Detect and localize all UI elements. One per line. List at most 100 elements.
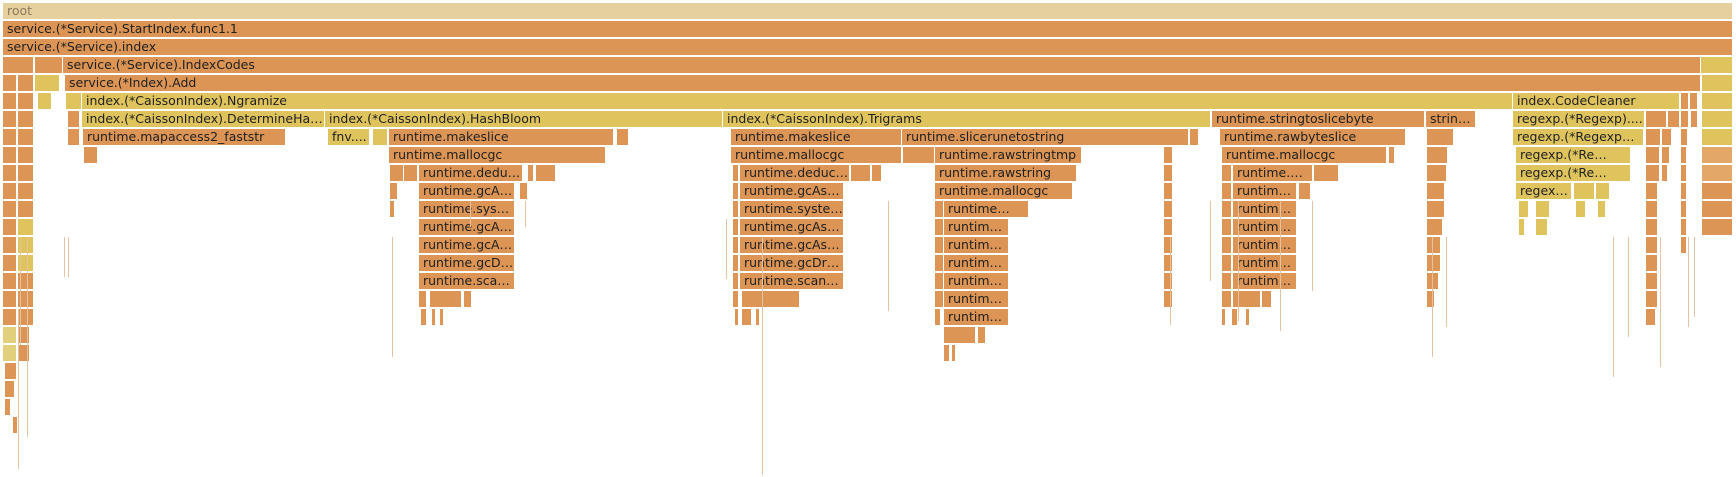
frame-mallocgc-a[interactable]: runtime.mallocgc xyxy=(389,147,606,164)
frame-unlabeled[interactable] xyxy=(1646,111,1667,128)
frame-unlabeled[interactable] xyxy=(528,165,534,182)
frame-unlabeled[interactable] xyxy=(18,255,34,272)
frame-unlabeled[interactable] xyxy=(5,399,11,416)
frame-unlabeled[interactable] xyxy=(1702,93,1733,110)
frame-mapaccess2[interactable]: runtime.mapaccess2_faststr xyxy=(83,129,286,146)
frame-unlabeled[interactable] xyxy=(1519,201,1529,218)
frame-unlabeled[interactable] xyxy=(1646,147,1660,164)
frame-unlabeled[interactable] xyxy=(1690,93,1698,110)
frame-unlabeled[interactable] xyxy=(68,129,80,146)
frame-unlabeled[interactable] xyxy=(3,183,17,200)
frame-unlabeled[interactable] xyxy=(1164,237,1173,254)
frame-ngramize[interactable]: index.(*CaissonIndex).Ngramize xyxy=(82,93,1513,110)
frame-unlabeled[interactable] xyxy=(1646,129,1661,146)
frame-unlabeled[interactable] xyxy=(421,309,427,326)
frame-unlabeled[interactable] xyxy=(3,237,17,254)
frame-regexp-1[interactable]: regexp.(*Regexp).... xyxy=(1513,111,1645,128)
frame-unlabeled[interactable] xyxy=(18,309,34,326)
frame-unlabeled[interactable] xyxy=(1702,201,1733,218)
frame-makeslice-b[interactable]: runtime.makeslice xyxy=(731,129,902,146)
frame-unlabeled[interactable] xyxy=(851,165,871,182)
frame-unlabeled[interactable] xyxy=(1233,291,1261,308)
frame-unlabeled[interactable] xyxy=(1427,219,1443,236)
frame-unlabeled[interactable] xyxy=(3,93,17,110)
frame-unlabeled[interactable] xyxy=(1646,273,1658,290)
frame-deduc-b[interactable]: runtime.deduc… xyxy=(740,165,850,182)
frame-unlabeled[interactable] xyxy=(1691,111,1698,128)
frame-unlabeled[interactable] xyxy=(1646,165,1660,182)
frame-gcd-a[interactable]: runtime.gcD… xyxy=(419,255,515,272)
frame-unlabeled[interactable] xyxy=(733,183,739,200)
frame-unlabeled[interactable] xyxy=(935,255,944,272)
frame-unlabeled[interactable] xyxy=(1427,147,1448,164)
frame-unlabeled[interactable] xyxy=(935,273,944,290)
frame-unlabeled[interactable] xyxy=(3,291,17,308)
frame-unlabeled[interactable] xyxy=(66,93,82,110)
frame-unlabeled[interactable] xyxy=(3,75,17,92)
frame-unlabeled[interactable] xyxy=(18,201,34,218)
frame-unlabeled[interactable] xyxy=(18,129,34,146)
frame-runtime-d4[interactable]: runtime… xyxy=(944,255,1009,272)
frame-hash-bloom[interactable]: index.(*CaissonIndex).HashBloom xyxy=(325,111,723,128)
frame-unlabeled[interactable] xyxy=(1164,255,1173,272)
frame-unlabeled[interactable] xyxy=(1222,219,1232,236)
frame-unlabeled[interactable] xyxy=(18,237,34,254)
frame-unlabeled[interactable] xyxy=(1299,183,1311,200)
frame-gca-a2[interactable]: runtime.gcA… xyxy=(419,237,515,254)
frame-unlabeled[interactable] xyxy=(18,183,34,200)
frame-unlabeled[interactable] xyxy=(1681,147,1687,164)
frame-gcass-b3[interactable]: runtime.gcAss… xyxy=(740,237,844,254)
frame-unlabeled[interactable] xyxy=(1668,111,1680,128)
frame-unlabeled[interactable] xyxy=(18,93,34,110)
frame-unlabeled[interactable] xyxy=(1681,93,1689,110)
frame-gcass-b[interactable]: runtime.gcAss… xyxy=(740,183,844,200)
frame-unlabeled[interactable] xyxy=(733,201,739,218)
frame-rawstring[interactable]: runtime.rawstring xyxy=(935,165,1077,182)
frame-regex-5[interactable]: regex… xyxy=(1516,183,1572,200)
frame-unlabeled[interactable] xyxy=(872,165,882,182)
frame-unlabeled[interactable] xyxy=(1164,183,1173,200)
frame-unlabeled[interactable] xyxy=(1681,165,1687,182)
frame-gcas-a[interactable]: runtime.gcAs… xyxy=(419,183,515,200)
frame-unlabeled[interactable] xyxy=(935,219,944,236)
frame-unlabeled[interactable] xyxy=(3,255,17,272)
frame-unlabeled[interactable] xyxy=(733,219,739,236)
frame-unlabeled[interactable] xyxy=(1222,165,1232,182)
frame-unlabeled[interactable] xyxy=(1164,201,1173,218)
frame-unlabeled[interactable] xyxy=(18,147,34,164)
frame-gcdr-b[interactable]: runtime.gcDr… xyxy=(740,255,844,272)
frame-slicerunetostring[interactable]: runtime.slicerunetostring xyxy=(902,129,1189,146)
frame-unlabeled[interactable] xyxy=(1681,237,1687,254)
frame-unlabeled[interactable] xyxy=(733,255,739,272)
frame-runtime-d3[interactable]: runtime… xyxy=(944,237,1009,254)
frame-unlabeled[interactable] xyxy=(1164,147,1173,164)
frame-unlabeled[interactable] xyxy=(944,345,950,362)
frame-unlabeled[interactable] xyxy=(733,273,739,290)
frame-runtime-c6[interactable]: runtime… xyxy=(1233,255,1297,272)
frame-unlabeled[interactable] xyxy=(1646,183,1658,200)
frame-unlabeled[interactable] xyxy=(742,309,752,326)
frame-unlabeled[interactable] xyxy=(3,57,34,74)
frame-unlabeled[interactable] xyxy=(390,165,404,182)
frame-unlabeled[interactable] xyxy=(18,111,34,128)
frame-unlabeled[interactable] xyxy=(373,129,388,146)
frame-root[interactable]: root xyxy=(3,3,1733,20)
frame-unlabeled[interactable] xyxy=(1646,309,1656,326)
frame-unlabeled[interactable] xyxy=(1702,147,1733,164)
frame-start-index-func[interactable]: service.(*Service).StartIndex.func1.1 xyxy=(3,21,1733,38)
frame-runtime-d2[interactable]: runtime… xyxy=(944,219,1009,236)
frame-unlabeled[interactable] xyxy=(18,219,34,236)
frame-regexp-4[interactable]: regexp.(*Re… xyxy=(1516,165,1631,182)
frame-unlabeled[interactable] xyxy=(1681,219,1687,236)
frame-unlabeled[interactable] xyxy=(733,165,739,182)
frame-unlabeled[interactable] xyxy=(935,291,944,308)
frame-unlabeled[interactable] xyxy=(756,309,760,326)
frame-index-add[interactable]: service.(*Index).Add xyxy=(65,75,1701,92)
frame-unlabeled[interactable] xyxy=(18,345,30,362)
frame-syste-b[interactable]: runtime.syste… xyxy=(740,201,844,218)
frame-unlabeled[interactable] xyxy=(18,165,34,182)
frame-unlabeled[interactable] xyxy=(84,147,98,164)
frame-unlabeled[interactable] xyxy=(1232,309,1238,326)
frame-unlabeled[interactable] xyxy=(1681,201,1687,218)
frame-unlabeled[interactable] xyxy=(18,75,34,92)
